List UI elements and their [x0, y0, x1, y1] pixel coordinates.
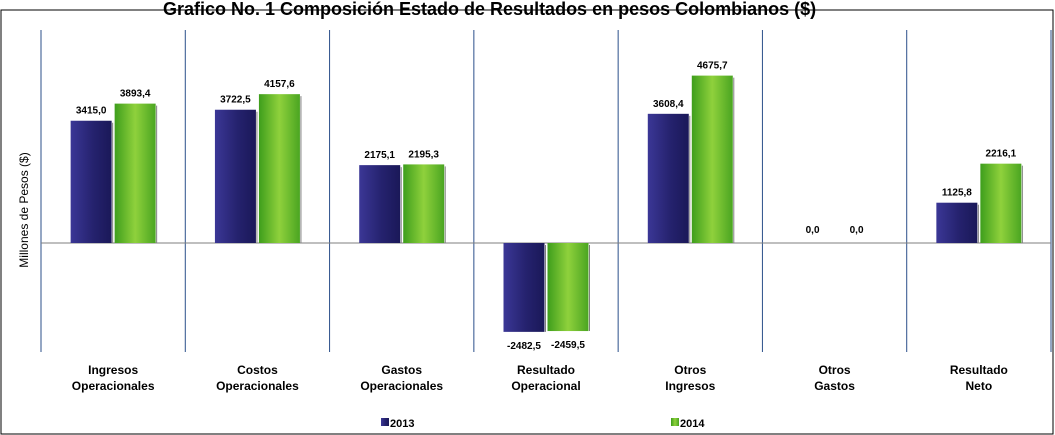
bar-2013	[647, 113, 689, 244]
category-label: Operacionales	[72, 379, 155, 393]
category-label: Neto	[966, 379, 993, 393]
category-label: Resultado	[950, 363, 1008, 377]
data-label: 0,0	[806, 225, 820, 236]
legend-swatch-2013	[381, 418, 389, 426]
bar-2013	[359, 165, 401, 243]
data-label: 2195,3	[408, 149, 439, 160]
bar-2014	[403, 164, 445, 243]
legend-label: 2014	[680, 418, 705, 430]
category-label: Operacionales	[360, 379, 443, 393]
bar-2014	[114, 103, 156, 244]
bar-2013	[70, 120, 112, 243]
data-label: 2175,1	[364, 150, 395, 161]
data-label: 3608,4	[653, 99, 684, 110]
bar-2014	[547, 243, 589, 332]
category-label: Ingresos	[665, 379, 715, 393]
y-axis-label: Millones de Pesos ($)	[17, 152, 31, 267]
category-label: Ingresos	[88, 363, 138, 377]
data-label: -2459,5	[551, 340, 585, 351]
category-label: Gastos	[381, 363, 422, 377]
data-label: 4157,6	[264, 79, 295, 90]
legend-swatch-2014	[671, 418, 679, 426]
plot-area: 3415,0 3893,4 Ingresos Operacionales 3722,5 4…	[40, 30, 1052, 430]
bar-2013	[503, 243, 545, 332]
data-label: 0,0	[850, 225, 864, 236]
bar-2014	[691, 75, 733, 243]
data-label: 1125,8	[942, 188, 972, 199]
data-label: 3722,5	[220, 95, 251, 106]
category-label: Costos	[237, 363, 278, 377]
category-label: Gastos	[814, 379, 855, 393]
chart-frame	[0, 9, 1054, 435]
data-label: 2216,1	[986, 149, 1017, 160]
data-label: -2482,5	[507, 341, 541, 352]
bar-2013	[936, 202, 978, 243]
data-label: 3893,4	[120, 89, 151, 100]
category-label: Otros	[674, 363, 706, 377]
legend-label: 2013	[390, 418, 414, 430]
category-label: Otros	[819, 363, 851, 377]
category-label: Operacionales	[216, 379, 299, 393]
data-label: 3415,0	[76, 106, 107, 117]
bar-2014	[258, 94, 300, 243]
bar-2013	[214, 109, 256, 243]
category-label: Resultado	[517, 363, 575, 377]
chart-title: Grafico No. 1 Composición Estado de Resu…	[163, 0, 816, 19]
data-label: 4675,7	[697, 61, 728, 72]
bar-2014	[980, 163, 1022, 243]
category-label: Operacional	[511, 379, 580, 393]
